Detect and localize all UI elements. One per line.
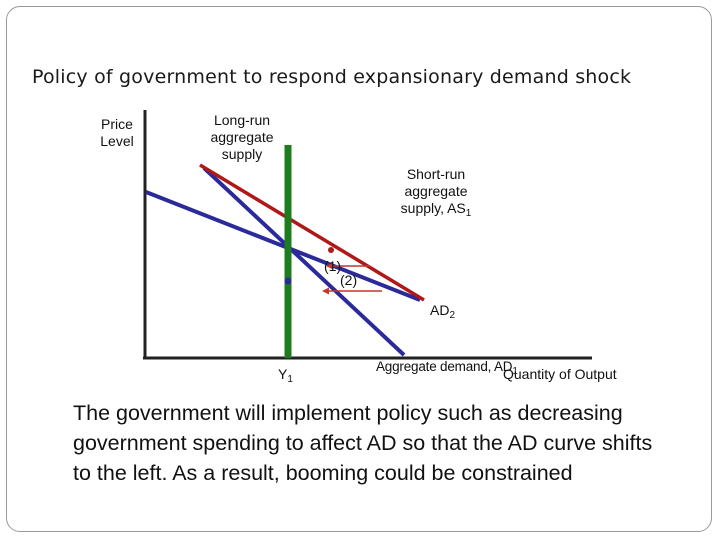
ad1-curve xyxy=(202,166,406,357)
lras-label-line2: aggregate xyxy=(210,129,274,145)
y1-label: Y1 xyxy=(278,366,293,388)
sras-label-line2: aggregate xyxy=(404,183,468,199)
slide-frame xyxy=(6,6,712,532)
slide-title: Policy of government to respond expansio… xyxy=(32,66,632,88)
lras-label-line1: Long-run xyxy=(213,112,271,128)
sras-curve xyxy=(199,163,425,302)
equilibrium-point-1 xyxy=(284,277,292,285)
ad2-label-text: AD xyxy=(430,302,450,318)
arrow-1-head xyxy=(326,262,333,270)
y-axis-label-line1: Price xyxy=(101,116,133,132)
arrow-2-head xyxy=(322,287,329,295)
sras-label: Short-run aggregate supply, AS1 xyxy=(388,166,484,222)
lras-label-line3: supply xyxy=(221,146,263,162)
x-axis-label: Quantity of Output xyxy=(503,366,617,382)
equilibrium-point-2 xyxy=(328,247,334,253)
ad1-label-sub: 1 xyxy=(512,366,518,377)
step-1-label: (1) xyxy=(324,258,342,274)
sras-label-line3: supply, AS1 xyxy=(388,200,484,222)
body-paragraph: The government will implement policy suc… xyxy=(73,401,653,485)
sras-label-line1: Short-run xyxy=(406,166,466,182)
y1-label-text: Y xyxy=(278,366,288,382)
ad2-curve xyxy=(145,190,421,302)
ad2-label: AD2 xyxy=(430,302,455,324)
ad2-label-sub: 2 xyxy=(449,310,456,321)
ad1-label: Aggregate demand, AD1 xyxy=(376,358,518,380)
y-axis-label: Price Level xyxy=(88,116,146,150)
lras-label: Long-run aggregate supply xyxy=(198,112,286,163)
sras-label-text: supply, AS xyxy=(400,200,466,216)
step-2-label: (2) xyxy=(340,272,358,288)
ad1-label-text: Aggregate demand, AD xyxy=(376,359,513,374)
y1-label-sub: 1 xyxy=(287,374,293,385)
sras-label-sub: 1 xyxy=(465,208,472,219)
y-axis-label-line2: Level xyxy=(100,133,134,149)
